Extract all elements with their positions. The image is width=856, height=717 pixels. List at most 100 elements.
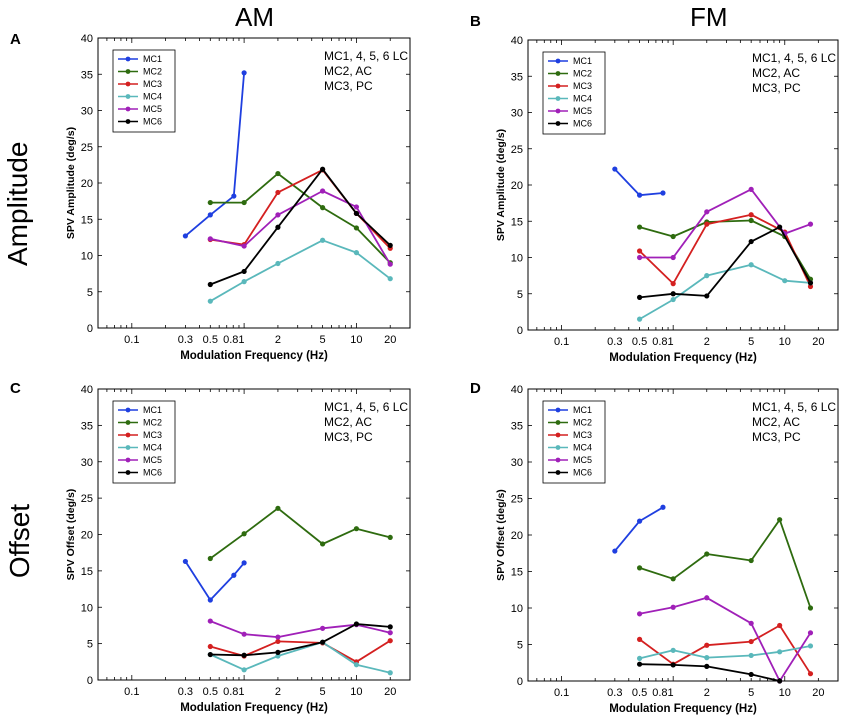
panel-a-series-mc3-point bbox=[275, 189, 281, 196]
panel-a-series-mc6-point bbox=[207, 281, 213, 288]
panel-d-x-tick-label: 5 bbox=[748, 687, 754, 699]
column-title-am: AM bbox=[235, 2, 274, 32]
panel-b-y-tick-label: 10 bbox=[511, 253, 523, 265]
panel-a-series-mc6-point bbox=[387, 242, 393, 248]
panel-b-legend-marker bbox=[555, 108, 561, 114]
panel-a-legend-marker bbox=[125, 69, 131, 74]
panel-c-legend-label: MC3 bbox=[143, 430, 162, 440]
panel-b-x-tick-label: 0.3 bbox=[607, 336, 622, 348]
panel-c-series-mc3-point bbox=[207, 643, 213, 650]
panel-d-y-tick-label: 30 bbox=[511, 457, 523, 469]
panel-b-x-tick-label: 2 bbox=[704, 336, 710, 348]
panel-a-series-mc1-point bbox=[182, 233, 188, 239]
panel-d-legend-label: MC2 bbox=[573, 418, 592, 428]
panel-c-series-mc1-point bbox=[231, 572, 237, 578]
panel-b-y-tick-label: 5 bbox=[517, 289, 523, 301]
panel-c-y-tick-label: 40 bbox=[81, 384, 93, 396]
panel-a-series-mc1-line bbox=[184, 72, 245, 237]
panel-b-x-axis-label: Modulation Frequency (Hz) bbox=[609, 352, 757, 364]
panel-a-y-tick-label: 20 bbox=[81, 178, 93, 190]
panel-b-y-axis-label: SPV Amplitude (deg/s) bbox=[495, 129, 507, 241]
panel-b-series-mc3-point bbox=[704, 221, 710, 227]
panel-d-y-tick-label: 15 bbox=[511, 567, 523, 579]
panel-d-series-mc6-point bbox=[748, 671, 754, 678]
panel-a-series-mc1-point bbox=[207, 212, 213, 218]
panel-b-series-mc4-line bbox=[639, 263, 811, 320]
column-title-fm: FM bbox=[690, 2, 728, 32]
panel-b-series-mc2-point bbox=[748, 217, 754, 224]
panel-b-y-tick-label: 25 bbox=[511, 144, 523, 156]
panel-c-legend-label: MC2 bbox=[143, 418, 162, 428]
panel-a-series-mc5-point bbox=[241, 243, 247, 249]
panel-a-series-mc5-point bbox=[353, 204, 360, 210]
panel-d-series-mc4-point bbox=[777, 649, 783, 655]
panel-d-series-mc4-point bbox=[704, 655, 710, 661]
panel-d-series-mc3-point bbox=[704, 642, 710, 648]
panel-d-y-tick-label: 35 bbox=[511, 421, 523, 433]
panel-a-series-mc1-point bbox=[241, 70, 247, 76]
panel-a-annotation-line: MC2, AC bbox=[324, 64, 372, 78]
panel-b-series-mc1-point bbox=[636, 192, 643, 198]
panel-a-series-mc4-point bbox=[353, 250, 360, 256]
panel-c-y-tick-label: 25 bbox=[81, 493, 93, 505]
panel-a-x-tick-label: 0.5 bbox=[203, 334, 218, 346]
panel-c-x-tick-label: 0.3 bbox=[178, 686, 193, 698]
panel-b-series-mc1-line bbox=[614, 168, 664, 197]
panel-b-legend-marker bbox=[555, 96, 561, 101]
panel-a-x-tick-label: 0.3 bbox=[178, 334, 193, 346]
panel-c-series-mc3-point bbox=[387, 638, 393, 644]
panel-d-annotation-line: MC1, 4, 5, 6 LC bbox=[752, 400, 836, 414]
panel-a-y-tick-label: 10 bbox=[81, 251, 93, 263]
panel-d-series-mc2-line bbox=[639, 518, 812, 609]
panel-c-series-mc6-point bbox=[320, 639, 326, 645]
panel-d-series-mc2-point bbox=[670, 576, 676, 582]
panel-d-legend-label: MC5 bbox=[573, 455, 592, 465]
panel-a-series-mc2-point bbox=[275, 170, 281, 177]
panel-b-series-mc5-point bbox=[670, 254, 676, 261]
panel-c-legend-marker bbox=[125, 445, 131, 450]
panel-c-x-tick-label: 0.5 bbox=[203, 686, 218, 698]
panel-c-legend-label: MC5 bbox=[143, 455, 162, 465]
panel-b-legend-marker bbox=[555, 121, 561, 126]
panel-b-legend-marker bbox=[555, 71, 561, 76]
panel-b-series-mc3-point bbox=[807, 283, 814, 290]
panel-d-series-mc6-point bbox=[777, 678, 783, 684]
panel-c-y-tick-label: 30 bbox=[81, 457, 93, 469]
panel-b-series-mc5-point bbox=[704, 209, 710, 215]
panel-c-legend-label: MC6 bbox=[143, 468, 162, 478]
panel-c-series-mc4-point bbox=[353, 662, 360, 668]
panel-b-x-tick-label: 20 bbox=[812, 336, 824, 348]
panel-d-y-tick-label: 5 bbox=[517, 640, 523, 652]
panel-b-annotation-line: MC1, 4, 5, 6 LC bbox=[752, 51, 836, 65]
panel-d-series-mc5-point bbox=[670, 604, 676, 610]
panel-c-legend-label: MC4 bbox=[143, 443, 162, 453]
panel-b-series-mc5-point bbox=[636, 254, 643, 261]
panel-d-series-mc3-line bbox=[639, 624, 812, 675]
panel-d-legend-marker bbox=[555, 420, 561, 425]
panel-b-series-mc6-point bbox=[748, 238, 754, 245]
panel-d-legend-marker bbox=[555, 470, 561, 475]
panel-a-x-tick-label: 20 bbox=[384, 334, 396, 346]
panel-d-series-mc6-point bbox=[704, 663, 710, 670]
panel-d-x-axis-label: Modulation Frequency (Hz) bbox=[609, 703, 757, 715]
panel-d-legend-label: MC3 bbox=[573, 430, 592, 440]
panel-c-series-mc1-line bbox=[184, 560, 245, 601]
panel-d-series-mc5-point bbox=[807, 630, 814, 636]
panel-c-series-mc4-point bbox=[241, 667, 247, 673]
panel-d-legend-marker bbox=[555, 457, 561, 463]
panel-a-series-mc6-point bbox=[353, 210, 360, 217]
panel-a-y-tick-label: 5 bbox=[87, 287, 93, 299]
panel-letter-d: D bbox=[470, 380, 481, 397]
panel-d-series-mc4-point bbox=[748, 652, 754, 659]
panel-a-series-mc2-point bbox=[241, 199, 247, 206]
panel-c-series-mc6-point bbox=[387, 624, 393, 630]
panel-d-series-mc4-point bbox=[807, 643, 814, 649]
panel-d-y-tick-label: 10 bbox=[511, 603, 523, 615]
panel-d-series-mc4-line bbox=[639, 645, 811, 660]
panel-a-x-tick-label: 2 bbox=[275, 334, 281, 346]
panel-letter-a: A bbox=[10, 31, 21, 48]
panel-b-annotation-line: MC2, AC bbox=[752, 66, 800, 80]
panel-a-legend-marker bbox=[125, 56, 131, 62]
panel-d-y-tick-label: 0 bbox=[517, 676, 523, 688]
panel-b-x-tick-label: 5 bbox=[748, 336, 754, 348]
